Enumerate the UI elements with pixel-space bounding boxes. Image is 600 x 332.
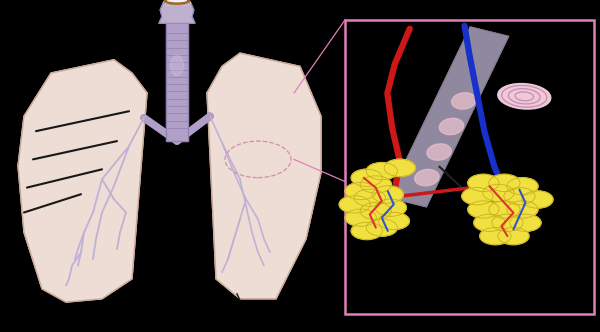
Circle shape — [351, 169, 382, 187]
Circle shape — [462, 188, 493, 205]
Circle shape — [507, 201, 538, 218]
Ellipse shape — [439, 118, 464, 135]
Circle shape — [345, 183, 376, 200]
Polygon shape — [164, 0, 190, 5]
Circle shape — [480, 227, 511, 245]
Circle shape — [489, 174, 520, 192]
Polygon shape — [159, 0, 195, 23]
Polygon shape — [166, 23, 188, 141]
Circle shape — [489, 201, 520, 218]
Circle shape — [351, 222, 382, 240]
Circle shape — [504, 188, 535, 205]
Circle shape — [498, 227, 529, 245]
Polygon shape — [18, 60, 147, 302]
Ellipse shape — [415, 169, 439, 186]
Circle shape — [339, 196, 370, 213]
Circle shape — [474, 214, 505, 231]
FancyBboxPatch shape — [345, 20, 594, 314]
Circle shape — [354, 189, 385, 207]
Polygon shape — [388, 27, 509, 207]
Circle shape — [366, 219, 397, 236]
Circle shape — [378, 212, 409, 230]
Circle shape — [384, 159, 415, 177]
Circle shape — [522, 191, 553, 208]
Circle shape — [468, 174, 499, 192]
Ellipse shape — [170, 56, 184, 76]
Circle shape — [492, 214, 523, 231]
Circle shape — [483, 184, 514, 202]
Circle shape — [510, 214, 541, 231]
Circle shape — [345, 209, 376, 226]
Circle shape — [366, 163, 397, 180]
Circle shape — [507, 178, 538, 195]
Circle shape — [375, 199, 406, 216]
Ellipse shape — [498, 84, 551, 109]
Polygon shape — [207, 53, 321, 299]
Circle shape — [468, 201, 499, 218]
Circle shape — [372, 186, 403, 203]
Ellipse shape — [427, 144, 451, 160]
Circle shape — [360, 176, 391, 193]
Ellipse shape — [452, 93, 476, 109]
Circle shape — [360, 203, 391, 220]
